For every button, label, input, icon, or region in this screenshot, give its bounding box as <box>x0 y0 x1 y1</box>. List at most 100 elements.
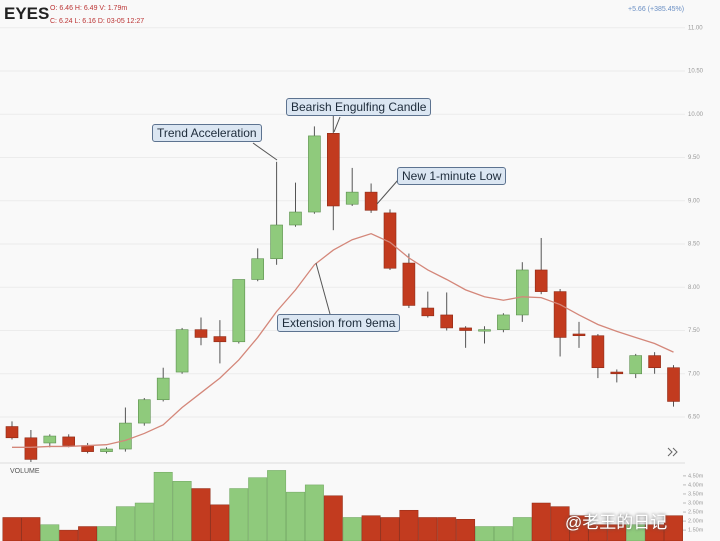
y-tick-label: 9.00 <box>688 198 700 204</box>
candle-body <box>383 212 397 269</box>
candle-body <box>440 314 454 329</box>
volume-bar <box>2 517 22 541</box>
volume-bar <box>229 488 249 541</box>
candle-body <box>175 329 189 373</box>
scroll-icon[interactable] <box>667 447 678 457</box>
y-tick-label: 3.50m <box>688 491 704 497</box>
candle-body <box>591 335 605 369</box>
candle-body <box>81 445 94 452</box>
volume-bar <box>475 526 494 541</box>
y-tick-label: 7.50 <box>688 328 700 334</box>
candle-body <box>194 329 208 338</box>
watermark: @老王的日记 <box>565 513 668 532</box>
y-tick-label: 7.00 <box>688 371 700 377</box>
volume-bar <box>304 484 324 541</box>
volume-bar <box>512 517 532 541</box>
y-tick-label: 10.50 <box>688 69 704 75</box>
candle-body <box>270 224 283 260</box>
volume-bar <box>380 517 400 541</box>
ohlc-line: O: 6.46 H: 6.49 V: 1.79m <box>50 5 128 12</box>
annotation: Extension from 9ema <box>277 314 401 332</box>
callout-line <box>333 116 341 133</box>
y-tick-label: 4.00m <box>688 482 704 488</box>
candle-body <box>572 333 586 337</box>
y-tick-label: 8.00 <box>688 285 700 291</box>
volume-bar <box>456 519 476 541</box>
volume-bar <box>248 477 268 541</box>
volume-bar <box>588 524 608 541</box>
y-tick-label: 1.50m <box>688 528 704 534</box>
volume-bar <box>418 517 438 541</box>
volume-bar <box>645 524 665 541</box>
y-tick-label: 2.50m <box>688 510 704 516</box>
candle-body <box>156 377 170 401</box>
candle-body <box>629 355 643 375</box>
candle-body <box>345 191 359 205</box>
volume-bar <box>115 506 135 541</box>
y-tick-label: 8.50 <box>688 242 700 248</box>
candle-body <box>667 367 680 402</box>
volume-bar <box>191 488 211 541</box>
volume-bar <box>59 529 79 541</box>
volume-bar <box>342 517 362 541</box>
annotation: New 1-minute Low <box>397 167 507 185</box>
symbol: EYES <box>4 4 50 23</box>
candle-body <box>402 262 416 306</box>
y-tick-label: 6.50 <box>688 415 700 421</box>
volume-bar <box>40 524 60 541</box>
candle-body <box>138 399 151 424</box>
candle-body <box>421 307 435 317</box>
candle-body <box>289 211 302 226</box>
volume-bar <box>21 517 41 541</box>
candle-body <box>553 291 567 338</box>
y-tick-label: 2.00m <box>688 519 704 525</box>
candle-body <box>43 435 57 444</box>
callout-line <box>376 179 399 205</box>
volume-bar <box>569 515 589 541</box>
candle-body <box>515 269 529 316</box>
candle-body <box>497 314 510 330</box>
volume-bar <box>78 526 98 541</box>
annotation: Trend Acceleration <box>152 124 262 142</box>
volume-bar <box>399 509 419 541</box>
ema-line <box>12 232 674 448</box>
y-tick-label: 11.00 <box>688 25 703 31</box>
volume-label: VOLUME <box>10 468 40 475</box>
volume-bar <box>664 515 683 541</box>
volume-bar <box>153 471 173 541</box>
volume-bar <box>172 481 192 541</box>
y-tick-label: 9.50 <box>688 155 700 161</box>
candle-body <box>364 191 378 211</box>
volume-bar <box>97 526 116 541</box>
y-tick-label: 4.50m <box>688 473 704 479</box>
candle-body <box>648 355 661 369</box>
y-tick-label: 3.00m <box>688 500 704 506</box>
volume-bar <box>267 470 287 541</box>
volume-bar <box>210 504 230 541</box>
callouts <box>252 116 399 315</box>
volume-bar <box>134 502 154 541</box>
candle-body <box>5 426 19 439</box>
candle-body <box>232 279 246 343</box>
volume-bar <box>437 517 457 541</box>
volume-bar <box>493 526 513 541</box>
volume-bar <box>323 495 343 541</box>
candle-body <box>213 336 227 343</box>
change: +5.66 (+385.45%) <box>628 6 685 13</box>
volume-bar <box>531 502 551 541</box>
candle-body <box>100 448 113 452</box>
volume-bar <box>286 491 305 541</box>
candle-body <box>119 422 132 450</box>
annotation: Bearish Engulfing Candle <box>286 98 432 116</box>
volume-bar <box>361 515 381 541</box>
volume-bar <box>550 506 570 541</box>
candle-body <box>62 436 76 446</box>
y-tick-label: 10.00 <box>688 112 704 118</box>
candle-body <box>308 135 321 213</box>
candle-body <box>534 269 548 292</box>
volume-bar <box>626 524 646 541</box>
callout-line <box>252 142 278 161</box>
candle-body <box>251 258 264 280</box>
